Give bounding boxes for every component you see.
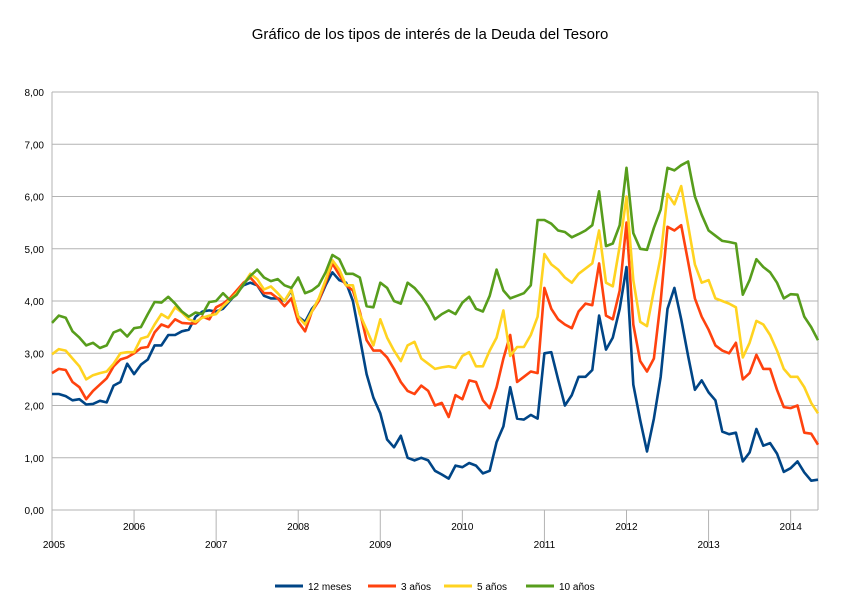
legend-label: 10 años <box>559 582 595 593</box>
x-tick-label: 2008 <box>287 522 310 533</box>
y-tick-label: 2,00 <box>25 402 45 413</box>
x-tick-label: 2005 <box>43 540 66 551</box>
y-tick-label: 3,00 <box>25 349 45 360</box>
series-line-0 <box>52 265 819 483</box>
y-tick-label: 6,00 <box>25 193 45 204</box>
y-tick-label: 5,00 <box>25 245 45 256</box>
x-tick-label: 2007 <box>205 540 228 551</box>
x-tick-label: 2006 <box>123 522 146 533</box>
y-tick-label: 4,00 <box>25 297 45 308</box>
chart-title: Gráfico de los tipos de interés de la De… <box>252 26 609 43</box>
y-tick-label: 7,00 <box>25 140 45 151</box>
legend-label: 3 años <box>401 582 431 593</box>
legend-label: 5 años <box>477 582 507 593</box>
x-tick-label: 2012 <box>615 522 638 533</box>
x-tick-label: 2009 <box>369 540 392 551</box>
x-tick-label: 2013 <box>697 540 720 551</box>
y-tick-label: 8,00 <box>25 88 45 99</box>
x-tick-label: 2014 <box>780 522 803 533</box>
y-tick-label: 0,00 <box>25 506 45 517</box>
series-line-1 <box>51 221 820 446</box>
series-line-3 <box>51 160 820 350</box>
y-tick-label: 1,00 <box>25 454 45 465</box>
x-tick-label: 2011 <box>534 540 556 551</box>
x-tick-label: 2010 <box>451 522 474 533</box>
legend-label: 12 meses <box>308 582 351 593</box>
